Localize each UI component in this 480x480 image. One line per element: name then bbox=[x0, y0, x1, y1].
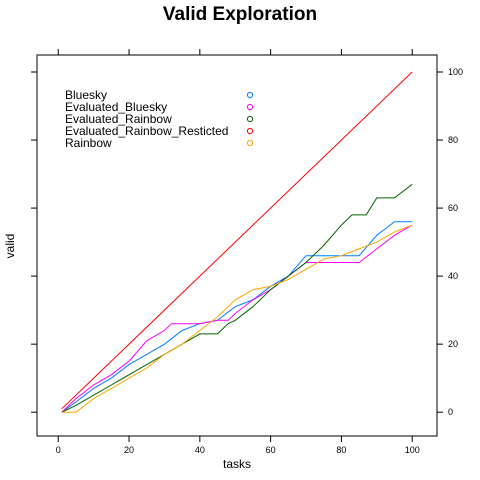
legend-label: Evaluated_Rainbow bbox=[65, 112, 172, 126]
x-tick-label: 20 bbox=[124, 445, 134, 455]
plot-frame bbox=[36, 54, 438, 437]
y-tick-label: 0 bbox=[448, 407, 453, 417]
y-tick-label: 60 bbox=[448, 203, 458, 213]
legend-marker bbox=[246, 91, 254, 99]
y-tick-label: 20 bbox=[448, 339, 458, 349]
x-tick-label: 40 bbox=[195, 445, 205, 455]
x-tick-label: 0 bbox=[56, 445, 61, 455]
x-tick-label: 100 bbox=[405, 445, 420, 455]
y-tick-label: 100 bbox=[448, 67, 463, 77]
axis-ticks: 0 20 40 60 80 100 0 20 40 60 80 100 bbox=[31, 49, 463, 455]
legend: BlueskyEvaluated_BlueskyEvaluated_Rainbo… bbox=[65, 88, 254, 150]
legend-marker bbox=[246, 115, 254, 123]
legend-label: Evaluated_Rainbow_Resticted bbox=[65, 124, 228, 138]
series-line-evaluated-rainbow-resticted bbox=[61, 71, 413, 410]
series-line-evaluated-bluesky bbox=[61, 224, 413, 413]
x-tick-label: 80 bbox=[336, 445, 346, 455]
y-tick-label: 80 bbox=[448, 135, 458, 145]
series-line-bluesky bbox=[61, 221, 413, 413]
legend-label: Bluesky bbox=[65, 88, 107, 102]
legend-marker bbox=[246, 103, 254, 111]
legend-label: Evaluated_Bluesky bbox=[65, 100, 167, 114]
y-axis-label: valid bbox=[3, 234, 17, 259]
series-line-rainbow bbox=[61, 224, 413, 413]
legend-marker bbox=[246, 127, 254, 135]
legend-label: Rainbow bbox=[65, 136, 112, 150]
x-axis-label: tasks bbox=[223, 457, 251, 471]
series-line-evaluated-rainbow bbox=[61, 183, 413, 413]
x-tick-label: 60 bbox=[266, 445, 276, 455]
series-group bbox=[61, 71, 413, 413]
chart-title: Valid Exploration bbox=[163, 4, 317, 25]
y-tick-label: 40 bbox=[448, 271, 458, 281]
legend-marker bbox=[246, 139, 254, 147]
